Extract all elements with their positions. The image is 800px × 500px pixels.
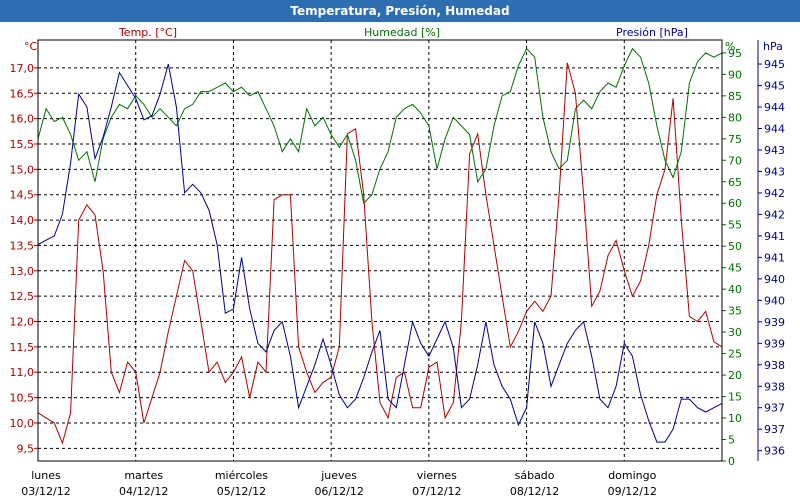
hum-tick-label: 30 — [728, 326, 742, 339]
x-tick-date: 09/12/12 — [608, 485, 657, 498]
hum-unit-label: % — [725, 40, 735, 53]
hum-tick-label: 70 — [728, 154, 742, 167]
pres-tick-label: 943 — [764, 144, 785, 157]
temp-tick-label: 15,0 — [10, 163, 35, 176]
pres-tick-label: 941 — [764, 251, 785, 264]
x-tick-date: 05/12/12 — [217, 485, 266, 498]
temp-tick-label: 10,0 — [10, 417, 35, 430]
hum-tick-label: 20 — [728, 369, 742, 382]
labels: 9,5 10,0 10,5 11,0 11,5 12,0 12,5 13,0 13,5 14,0 1… — [10, 26, 786, 498]
temp-tick-label: 16,5 — [10, 87, 35, 100]
series-layer — [37, 47, 723, 445]
pres-tick-label: 938 — [764, 380, 785, 393]
temp-tick-label: 12,5 — [10, 290, 35, 303]
pres-tick-label: 936 — [764, 445, 785, 458]
temp-tick-label: 12,0 — [10, 316, 35, 329]
grid — [38, 40, 722, 461]
legend-hum: Humedad [%] — [364, 26, 440, 39]
hum-tick-label: 25 — [728, 348, 742, 361]
temp-unit-label: °C — [24, 40, 38, 53]
hum-tick-label: 90 — [728, 68, 742, 81]
pres-tick-label: 944 — [764, 101, 785, 114]
pres-tick-label: 942 — [764, 187, 785, 200]
x-tick-date: 08/12/12 — [510, 485, 559, 498]
hum-tick-label: 5 — [728, 434, 735, 447]
hum-tick-label: 45 — [728, 262, 742, 275]
legend-temp: Temp. [°C] — [118, 26, 177, 39]
x-tick-date: 07/12/12 — [412, 485, 461, 498]
pres-tick-label: 941 — [764, 230, 785, 243]
temp-tick-label: 14,0 — [10, 214, 35, 227]
plot-frame — [37, 39, 723, 462]
hum-tick-label: 55 — [728, 219, 742, 232]
temp-tick-label: 9,5 — [17, 442, 35, 455]
temp-tick-label: 11,0 — [10, 366, 35, 379]
pres-tick-label: 945 — [764, 80, 785, 93]
x-tick-date: 03/12/12 — [21, 485, 70, 498]
hum-tick-label: 95 — [728, 47, 742, 60]
hum-tick-label: 50 — [728, 240, 742, 253]
temp-tick-label: 13,5 — [10, 239, 35, 252]
hum-tick-label: 75 — [728, 133, 742, 146]
pres-tick-label: 939 — [764, 337, 785, 350]
pres-tick-label: 937 — [764, 402, 785, 415]
pres-tick-label: 943 — [764, 165, 785, 178]
series-line-hum — [37, 47, 723, 205]
x-tick-day: domingo — [608, 469, 656, 482]
hum-tick-label: 10 — [728, 412, 742, 425]
temp-tick-label: 13,0 — [10, 265, 35, 278]
x-tick-day: jueves — [320, 469, 357, 482]
hum-tick-label: 15 — [728, 391, 742, 404]
temp-tick-label: 17,0 — [10, 62, 35, 75]
x-tick-day: martes — [124, 469, 163, 482]
temp-tick-label: 14,5 — [10, 189, 35, 202]
series-line-temp — [37, 62, 723, 445]
x-tick-date: 06/12/12 — [314, 485, 363, 498]
pres-tick-label: 942 — [764, 208, 785, 221]
x-tick-date: 04/12/12 — [119, 485, 168, 498]
temp-tick-label: 10,5 — [10, 392, 35, 405]
hum-tick-label: 0 — [728, 455, 735, 468]
temp-tick-label: 15,5 — [10, 138, 35, 151]
x-tick-day: sábado — [515, 469, 555, 482]
pres-unit-label: hPa — [763, 40, 783, 53]
pres-tick-label: 939 — [764, 316, 785, 329]
pres-tick-label: 944 — [764, 122, 785, 135]
hum-tick-label: 85 — [728, 90, 742, 103]
pres-tick-label: 937 — [764, 423, 785, 436]
pres-tick-label: 940 — [764, 273, 785, 286]
temp-tick-label: 16,0 — [10, 113, 35, 126]
pres-tick-label: 940 — [764, 294, 785, 307]
pres-tick-label: 945 — [764, 58, 785, 71]
hum-tick-label: 60 — [728, 197, 742, 210]
series-line-pres — [37, 63, 723, 443]
x-tick-day: miércoles — [215, 469, 268, 482]
legend-pres: Presión [hPa] — [616, 26, 688, 39]
hum-tick-label: 40 — [728, 283, 742, 296]
hum-tick-label: 65 — [728, 176, 742, 189]
pres-tick-label: 938 — [764, 359, 785, 372]
x-tick-day: lunes — [31, 469, 61, 482]
axes — [34, 40, 762, 462]
window-title: Temperatura, Presión, Humedad — [0, 0, 800, 22]
hum-tick-label: 35 — [728, 305, 742, 318]
temp-tick-label: 11,5 — [10, 341, 35, 354]
hum-tick-label: 80 — [728, 111, 742, 124]
x-tick-day: viernes — [417, 469, 457, 482]
